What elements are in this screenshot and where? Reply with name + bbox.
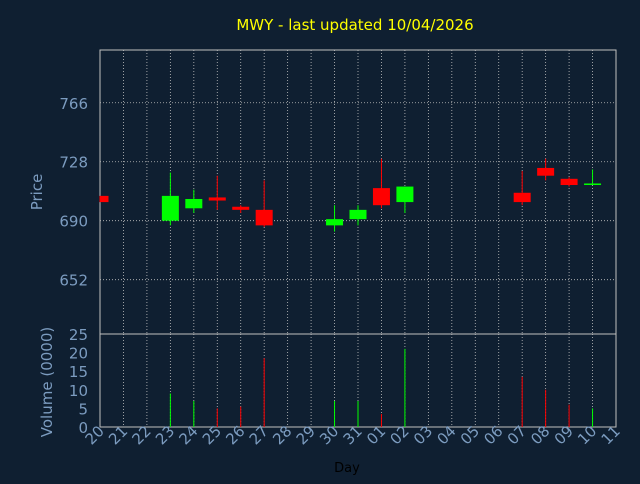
candle-body [255,209,273,226]
price-axis-label: Price [28,174,46,211]
candle-09 [560,177,578,187]
candle-body [396,186,414,203]
candle-body [161,195,179,221]
candle-body [560,178,578,186]
x-tick-label: 01 [363,422,389,448]
x-tick-label: 25 [199,422,225,448]
candle-31 [349,205,367,226]
candle-body [513,192,531,203]
volume-tick-label: 10 [69,382,88,400]
x-tick-label: 21 [105,422,131,448]
x-tick-label: 03 [410,422,436,448]
x-tick-label: 11 [598,422,624,448]
x-tick-label: 27 [246,422,272,448]
price-tick-label: 652 [59,272,88,290]
candle-body [100,195,109,203]
candle-body [349,209,367,220]
volume-panel: 0510152025202122232425262728293031010203… [69,326,624,448]
x-tick-label: 05 [457,422,483,448]
price-tick-label: 766 [59,95,88,113]
price-panel: 652 690 728 766 [59,49,617,335]
volume-tick-label: 25 [69,326,88,344]
x-tick-label: 09 [551,422,577,448]
x-tick-label: 08 [527,422,553,448]
x-tick-label: 10 [574,422,600,448]
candle-26 [232,205,250,213]
candle-body [232,206,250,210]
chart-title: MWY - last updated 10/04/2026 [236,16,473,34]
candle-24 [185,189,203,213]
x-tick-label: 29 [293,422,319,448]
candle-23 [161,172,179,226]
candle-10 [584,169,602,186]
candle-body [372,188,390,206]
candle-body [326,219,344,226]
candle-25 [208,175,226,210]
candle-27 [255,180,273,227]
volume-tick-label: 5 [78,400,88,418]
candle-20 [99,195,109,203]
x-tick-label: 30 [316,422,342,448]
candle-body [208,197,226,201]
x-axis-label: Day [334,461,360,476]
x-tick-label: 06 [480,422,506,448]
volume-axis-label: Volume (0000) [38,327,56,437]
x-tick-label: 22 [129,422,155,448]
x-tick-label: 31 [340,422,366,448]
price-tick-label: 690 [59,213,88,231]
candle-body [185,198,203,209]
x-tick-label: 26 [222,422,248,448]
candle-30 [326,205,344,232]
x-tick-label: 07 [504,422,530,448]
candle-body [537,167,555,176]
x-tick-label: 24 [175,422,201,448]
candle-02 [396,186,414,213]
price-tick-label: 728 [59,154,88,172]
x-tick-label: 28 [269,422,295,448]
x-tick-label: 02 [387,422,413,448]
volume-tick-label: 15 [69,363,88,381]
candle-01 [372,158,390,209]
x-tick-label: 23 [152,422,178,448]
x-tick-label: 04 [433,422,459,448]
volume-tick-label: 0 [78,419,88,437]
candle-08 [537,158,555,181]
volume-tick-label: 20 [69,345,88,363]
candle-07 [513,171,531,206]
candle-body [584,183,602,186]
